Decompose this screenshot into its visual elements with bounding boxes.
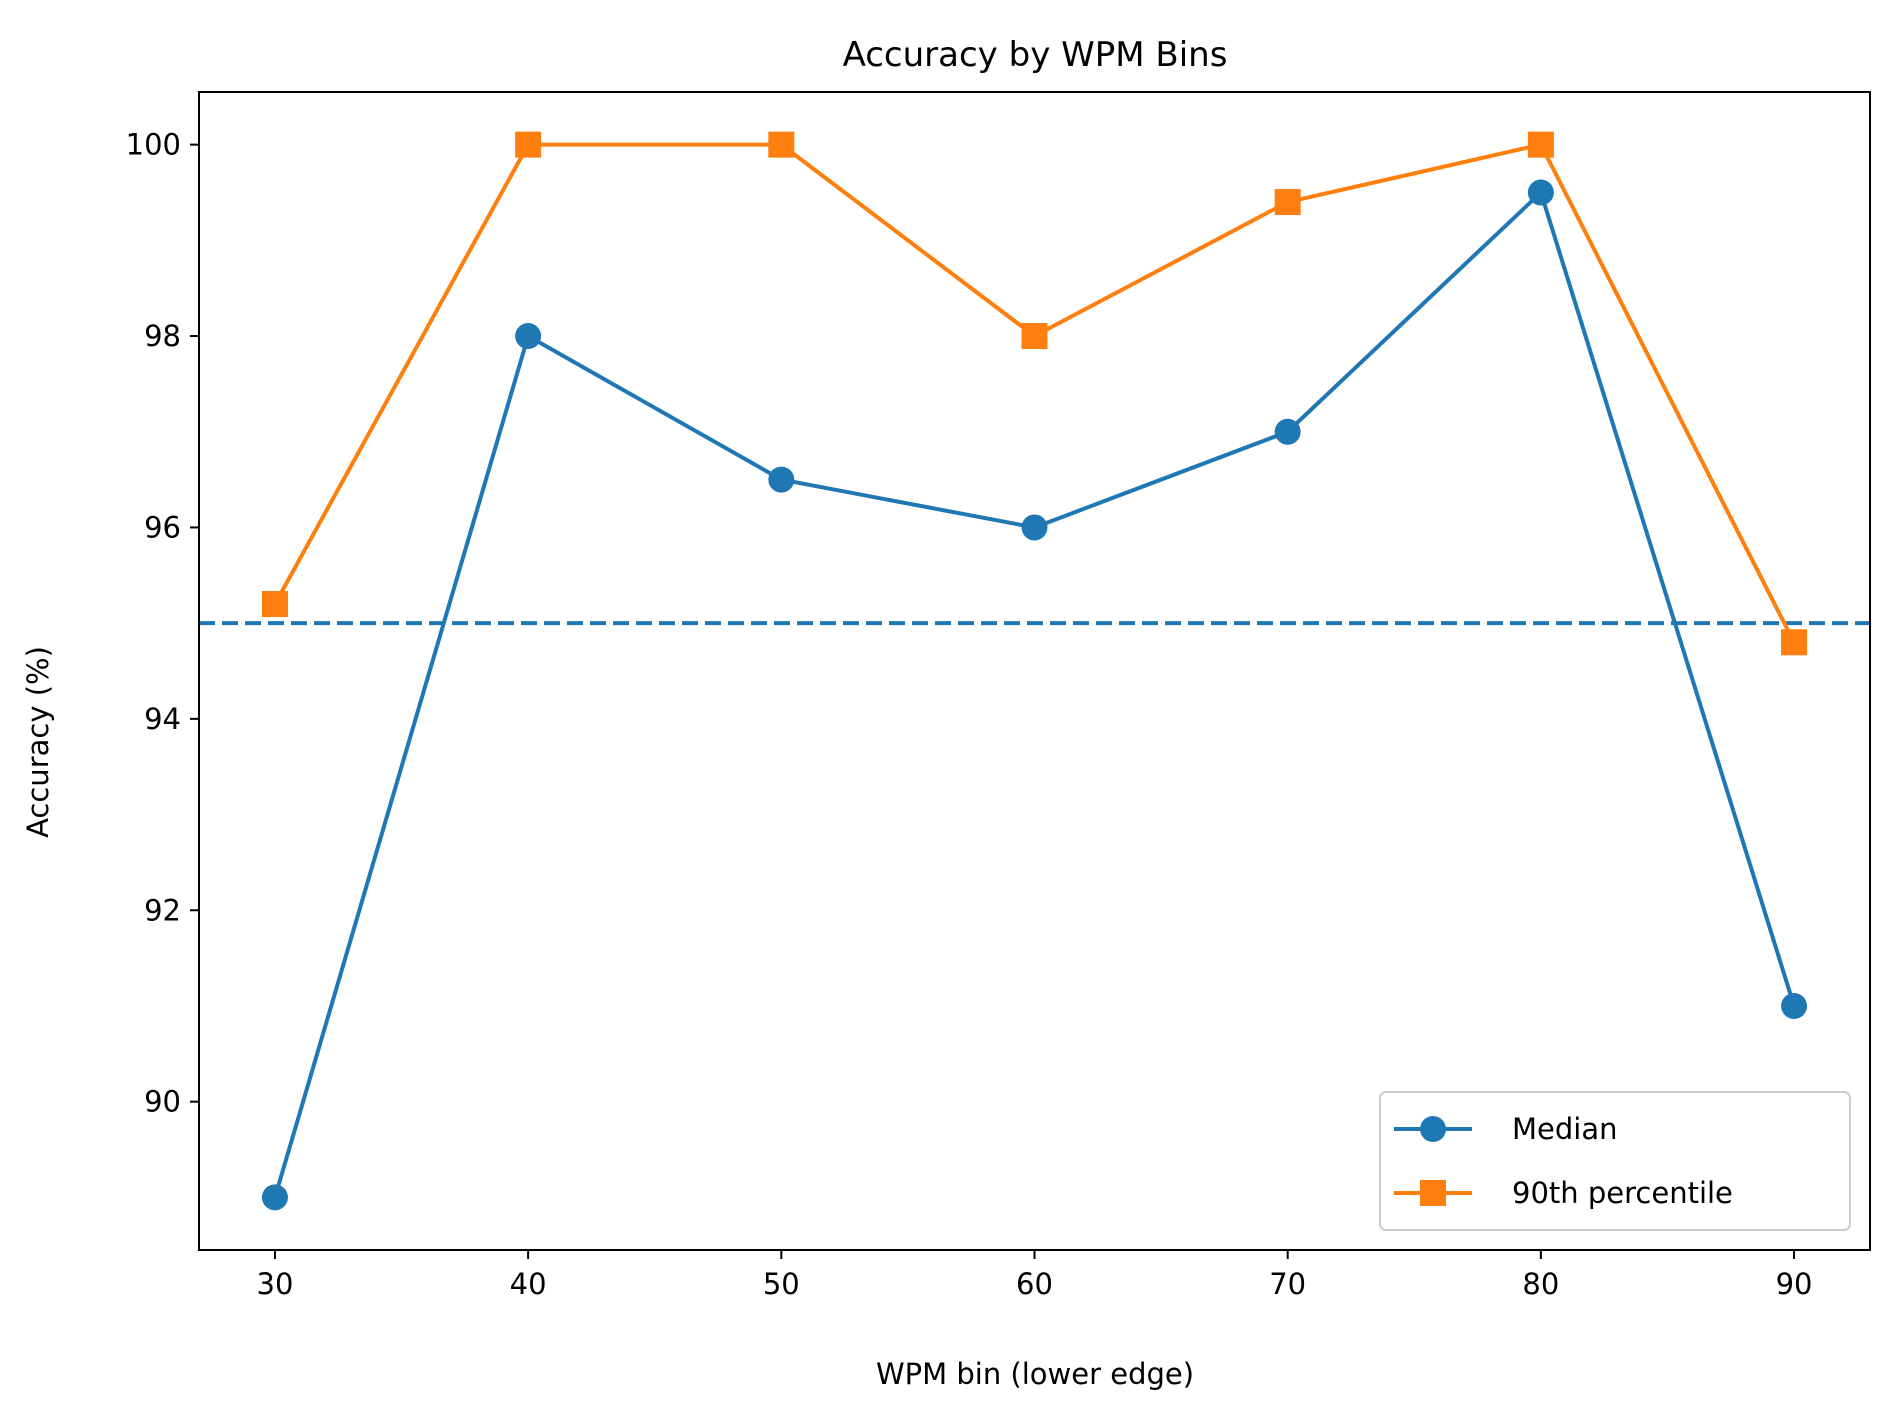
data-point bbox=[1781, 629, 1808, 656]
data-point bbox=[1021, 514, 1048, 541]
data-point bbox=[261, 591, 288, 618]
chart-title: Accuracy by WPM Bins bbox=[843, 35, 1228, 75]
x-tick-label: 30 bbox=[257, 1267, 294, 1301]
x-tick-label: 70 bbox=[1269, 1267, 1306, 1301]
data-point bbox=[768, 466, 795, 493]
legend-marker bbox=[1420, 1116, 1446, 1142]
y-tick-label: 100 bbox=[126, 128, 181, 162]
data-point bbox=[1021, 323, 1048, 350]
series-1 bbox=[261, 131, 1808, 656]
x-tick-label: 40 bbox=[510, 1267, 547, 1301]
data-point bbox=[261, 1184, 288, 1211]
data-point bbox=[515, 131, 542, 158]
data-point bbox=[515, 323, 542, 350]
data-point bbox=[1527, 179, 1554, 206]
legend-box bbox=[1379, 1091, 1851, 1231]
legend-label: 90th percentile bbox=[1512, 1176, 1733, 1210]
x-tick-label: 80 bbox=[1522, 1267, 1559, 1301]
x-tick-label: 90 bbox=[1776, 1267, 1813, 1301]
plot-area: 30 40 50 60 70 80 90 90 92 94 96 98 100 bbox=[126, 91, 1871, 1301]
y-tick-label: 94 bbox=[144, 702, 181, 736]
data-point bbox=[1274, 418, 1301, 445]
series-0 bbox=[261, 179, 1808, 1211]
y-tick-label: 96 bbox=[144, 510, 181, 544]
y-axis-label: Accuracy (%) bbox=[21, 646, 55, 838]
x-axis-label: WPM bin (lower edge) bbox=[876, 1357, 1194, 1391]
y-tick-label: 90 bbox=[144, 1085, 181, 1119]
x-tick-label: 60 bbox=[1016, 1267, 1053, 1301]
y-tick-label: 92 bbox=[144, 893, 181, 927]
data-point bbox=[1527, 131, 1554, 158]
legend: Median 90th percentile bbox=[1379, 1091, 1851, 1231]
data-point bbox=[1781, 992, 1808, 1019]
y-tick-label: 98 bbox=[144, 319, 181, 353]
legend-label: Median bbox=[1512, 1112, 1617, 1146]
data-point bbox=[768, 131, 795, 158]
x-tick-label: 50 bbox=[763, 1267, 800, 1301]
legend-marker bbox=[1420, 1180, 1446, 1206]
data-point bbox=[1274, 189, 1301, 216]
